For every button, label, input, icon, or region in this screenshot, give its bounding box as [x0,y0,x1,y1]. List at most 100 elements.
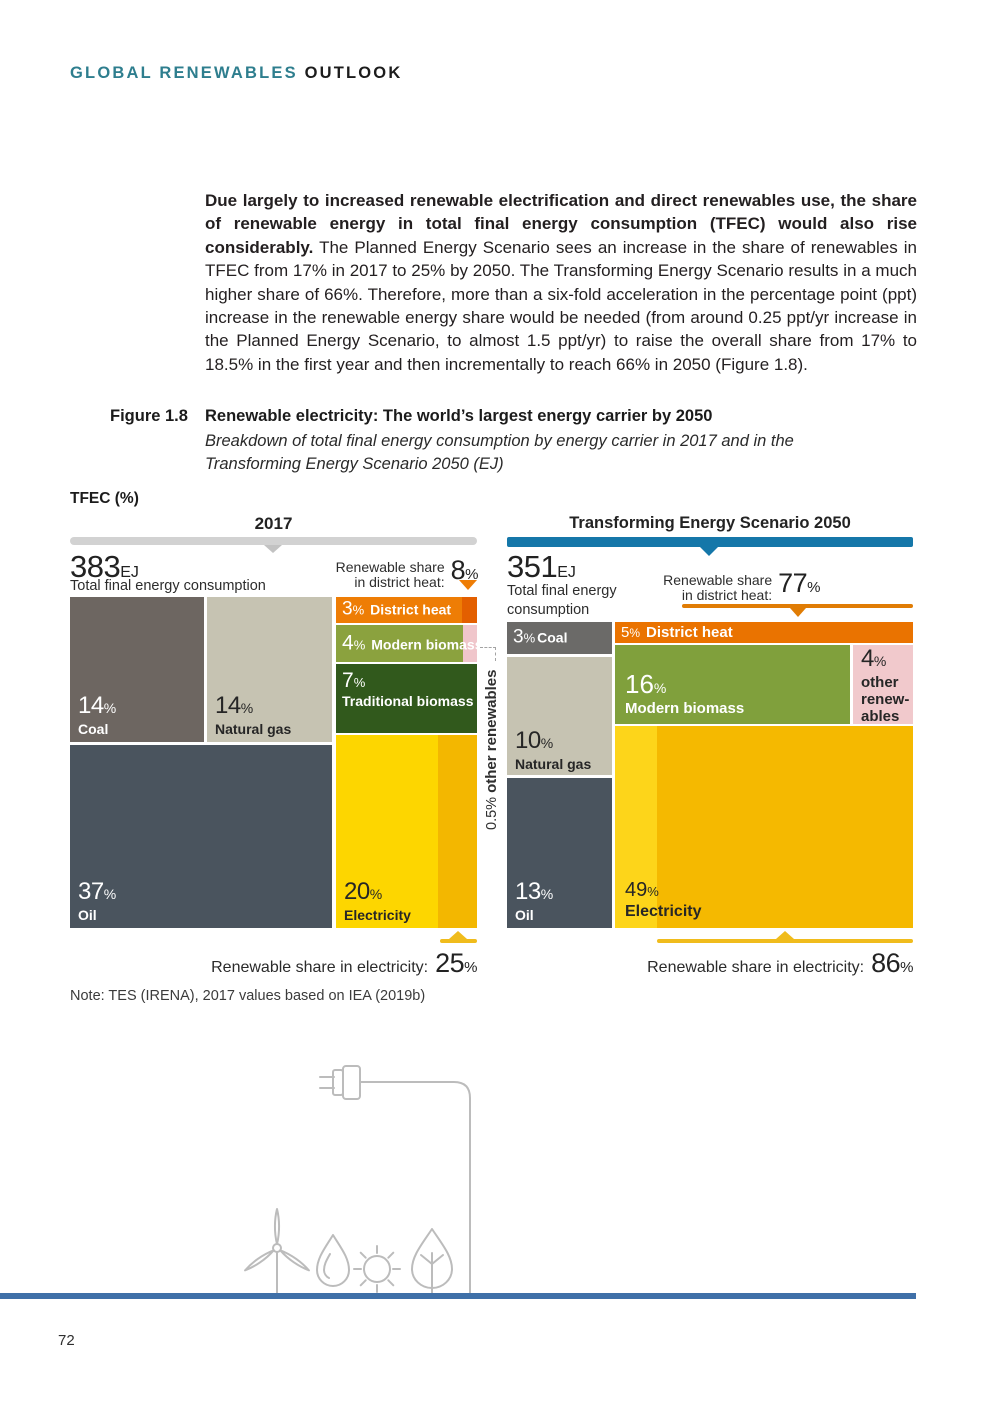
oil-2050-value: 13 [515,878,541,906]
el-2017-label: Electricity [344,906,411,923]
el-2017-pc: % [369,886,382,903]
el-share-2050-pc: % [900,959,913,976]
dh-2017-value: 8 [450,555,466,585]
treemap-2017: 14% Coal 14% Natural gas 37% Oil 3% District… [70,597,483,928]
plug-icon [319,1065,361,1100]
oil-2017-value-wrap: 37% [78,880,116,904]
district-heat-line-2050 [682,604,913,608]
total-2017-unit: EJ [120,564,139,581]
figure-subtitle: Breakdown of total final energy consumpt… [205,432,794,473]
sun-icon [353,1245,401,1293]
el-share-2017-num: 25 [435,948,465,978]
electricity-share-note-2050: Renewable share in electricity: 86% [560,948,913,979]
electricity-share-note-2017: Renewable share in electricity: 25% [170,948,477,979]
tb-2017-value-wrap: 7% [342,670,473,691]
figure-label: Figure 1.8 [110,407,188,425]
intro-paragraph: Due largely to increased renewable elect… [205,189,917,376]
segment-coal-2050: 3% Coal [507,622,612,654]
or-2050-value: 4 [861,645,874,672]
segment-electricity-2017: 20% Electricity [336,735,477,928]
gas-2017-pc: % [240,700,253,717]
dh-2050-line2: in district heat: [681,587,773,603]
or-2050-l3: ables [861,708,900,726]
or-2050-value-wrap: 4% [861,645,909,672]
other-renewables-connector-v [495,647,496,661]
el-2017-value-wrap: 20% [344,880,411,904]
segment-traditional-biomass-2017: 7% Traditional biomass [336,664,477,733]
coal-2050-value: 3 [513,626,524,648]
header-title-secondary: OUTLOOK [297,64,403,82]
dh-2050-blk-value: 5 [621,623,630,641]
total-2050-value: 351 [507,549,558,584]
oil-2050-pc: % [540,886,553,903]
mb-2050-pc: % [653,680,667,697]
tb-2017-label: Traditional biomass [342,693,474,710]
coal-2017-label: Coal [78,720,109,737]
oil-2050-label: Oil [515,906,534,923]
district-heat-renewable-strip-2017 [462,597,477,623]
district-heat-callout-2050: Renewable share in district heat: 77% [620,570,820,603]
electricity-share-caret-2017-icon [449,931,467,939]
coal-2017-value: 14 [78,692,104,720]
or-2050-pc: % [873,653,886,669]
el-2017-value: 20 [344,878,370,906]
segment-electricity-2050: 49% Electricity [615,726,913,928]
gas-2017-value: 14 [215,692,241,720]
gas-2017-label: Natural gas [215,720,292,737]
segment-coal-2017: 14% Coal [70,597,204,742]
total-2050-caption: Total final energy consumption [507,583,617,618]
electricity-share-caret-2050-icon [776,931,794,939]
leaf-tree-icon [411,1228,453,1295]
dh-2017-blk-label: District heat [370,601,452,618]
mb-2017-label: Modern biomass [371,636,483,653]
district-heat-share-2050: 77% [778,570,820,600]
district-heat-pointer-2050-icon [790,608,806,617]
other-renewables-value: 0.5% [484,792,500,830]
segment-oil-2017: 37% Oil [70,745,332,928]
coal-2017-pc: % [103,700,116,717]
tb-2017-pc: % [353,675,366,690]
renewables-illustration [244,1065,471,1295]
oil-2017-pc: % [103,886,116,903]
electricity-renewable-strip-2017 [438,735,477,928]
header-title-primary: GLOBAL RENEWABLES [70,64,298,82]
coal-2017-value-wrap: 14% [78,694,116,718]
timeline-caret-2050-icon [700,547,718,556]
segment-gas-2017: 14% Natural gas [207,597,332,742]
dh-2017-line2: in district heat: [354,574,445,590]
electricity-share-value-2050: 86% [871,948,913,979]
el-2050-value: 49 [625,879,648,902]
timeline-bar-2050 [507,537,913,547]
segment-gas-2050: 10% Natural gas [507,657,612,775]
dh-2017-percent-sign: % [465,566,478,583]
oil-2017-value: 37 [78,878,104,906]
electricity-share-caption-2050: Renewable share in electricity: [647,959,865,976]
dh-2050-line1: Renewable share [663,572,773,588]
or-2050-l1: other [861,674,899,692]
total-2050: 351EJ [507,549,576,585]
other-renewables-connector-h [480,647,496,648]
district-heat-callout-2017: Renewable share in district heat: 8% [300,555,479,590]
electricity-share-line-2017 [440,939,477,943]
coal-2050-label: Coal [537,629,568,646]
electricity-share-line-2050 [657,939,913,943]
electricity-share-caption-2017: Renewable share in electricity: [211,959,429,976]
district-heat-pointer-2017-icon [459,580,477,590]
total-2050-unit: EJ [557,564,576,581]
treemap-2050: 3% Coal 10% Natural gas 13% Oil 5% District … [507,622,913,928]
electricity-nonrenewable-strip-2050 [615,726,657,928]
district-heat-share-2017: 8% [450,555,479,587]
wind-turbine-icon [244,1208,310,1295]
dh-2050-blk-pc: % [629,625,641,640]
el-2050-pc: % [647,884,659,900]
figure-note: Note: TES (IRENA), 2017 values based on … [70,988,426,1004]
gas-2050-pc: % [540,735,553,752]
mb-2050-label: Modern biomass [625,699,745,717]
other-renewables-strip-2017 [463,625,477,662]
dh-2017-line1: Renewable share [335,559,445,575]
dh-2050-blk-label: District heat [646,623,733,641]
total-2017: 383EJ [70,549,139,585]
gas-2050-label: Natural gas [515,755,592,772]
dh-2017-blk-value: 3 [342,598,353,620]
coal-2050-pc: % [523,630,536,646]
